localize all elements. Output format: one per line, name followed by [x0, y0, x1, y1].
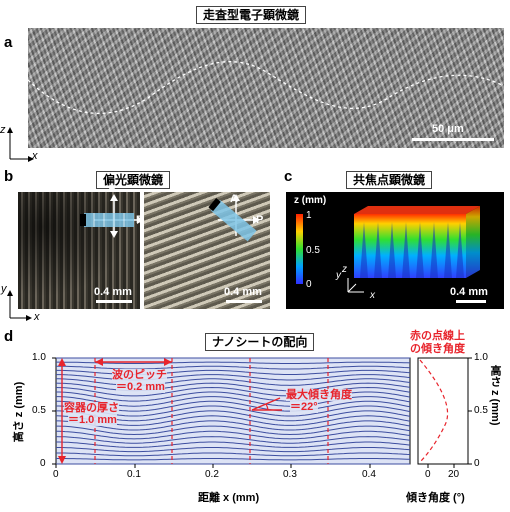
panel-b-title: 偏光顕微鏡 — [96, 171, 171, 189]
pom-left-scale-bar — [96, 300, 132, 303]
confocal-axis-y: y — [336, 270, 341, 281]
sem-image: 50 μm — [28, 28, 504, 148]
polarizer-icons — [80, 194, 260, 242]
nanosheet-line — [55, 436, 411, 444]
axis-a-z: z — [0, 124, 6, 136]
pom-left-label-a: A — [108, 182, 116, 194]
pom-image-left: 0.4 mm — [18, 192, 140, 309]
y-tick-0: 0 — [40, 458, 46, 469]
nanosheet-line — [56, 441, 411, 448]
nanosheet-line — [56, 378, 411, 386]
panel-c-title: 共焦点顕微鏡 — [346, 171, 433, 189]
axis-indicator-b — [7, 290, 32, 321]
confocal-colorbar-tick-0: 0 — [306, 279, 312, 290]
sem-scale-label: 50 μm — [432, 123, 464, 135]
confocal-image — [286, 192, 504, 309]
pom-right-scale-label: 0.4 mm — [224, 286, 262, 298]
confocal-axis-z: z — [342, 264, 347, 275]
x-tick-03: 0.3 — [283, 469, 297, 480]
panel-d-letter: d — [4, 328, 14, 345]
nanosheet-line — [56, 430, 411, 440]
nanosheet-line — [56, 365, 411, 370]
y-tick-1: 1.0 — [32, 352, 46, 363]
pom-right-scale-bar — [226, 300, 262, 303]
pom-right-label-a: A — [230, 193, 238, 205]
angle-annotation-2: ＝22° — [290, 401, 318, 413]
sem-scale-bar — [412, 138, 494, 141]
x-axis-label: 距離 x (mm) — [198, 492, 260, 504]
pitch-annotation-1: 波のピッチ — [112, 369, 167, 381]
side-y-tick-0: 0 — [474, 458, 480, 469]
confocal-scale-label: 0.4 mm — [450, 286, 488, 298]
y-axis-label: 高さ z (mm) — [13, 381, 25, 443]
x-tick-04: 0.4 — [362, 469, 376, 480]
y-tick-05: 0.5 — [32, 405, 46, 416]
side-y-tick-1: 1.0 — [474, 352, 488, 363]
axis-b-x: x — [34, 311, 40, 323]
nanosheet-line — [56, 420, 411, 431]
side-y-tick-05: 0.5 — [474, 405, 488, 416]
side-y-axis-label: 高さ z (mm) — [489, 365, 501, 426]
confocal-colorbar-tick-1: 1 — [306, 210, 312, 221]
confocal-colorbar-tick-05: 0.5 — [306, 245, 320, 256]
thickness-annotation-2: ＝1.0 mm — [68, 414, 117, 426]
confocal-axis-x: x — [370, 290, 375, 301]
confocal-colorbar — [296, 214, 303, 284]
panel-d-title: ナノシートの配向 — [205, 333, 315, 351]
pom-left-label-p: P — [136, 214, 144, 226]
panel-b-letter: b — [4, 168, 14, 185]
nanosheet-line — [55, 382, 411, 392]
panel-a-letter: a — [4, 34, 13, 51]
pom-image-right: 0.4 mm — [144, 192, 270, 309]
red-dotted-label-2: の傾き角度 — [410, 343, 465, 355]
axis-b-y: y — [1, 283, 7, 295]
nanosheet-line — [56, 361, 411, 364]
panel-a-title: 走査型電子顕微鏡 — [196, 6, 307, 24]
axis-a-x: x — [32, 150, 38, 162]
side-x-tick-0: 0 — [425, 469, 431, 480]
pom-right-label-p: P — [256, 214, 264, 226]
angle-annotation-1: 最大傾き角度 — [286, 389, 352, 401]
nanosheet-line — [55, 386, 411, 397]
nanosheet-plot — [52, 357, 472, 468]
sem-wave-dashed-line — [28, 61, 504, 115]
red-dotted-label-1: 赤の点線上 — [410, 330, 465, 342]
nanosheet-line — [56, 447, 411, 453]
confocal-colorbar-title: z (mm) — [294, 195, 327, 206]
panel-c-letter: c — [284, 168, 293, 185]
pom-left-scale-label: 0.4 mm — [94, 286, 132, 298]
thickness-annotation-1: 容器の厚さ — [64, 402, 119, 414]
axis-indicator-a — [7, 127, 34, 162]
nanosheet-line — [56, 425, 411, 436]
x-tick-0: 0 — [53, 469, 59, 480]
side-x-axis-label: 傾き角度 (°) — [406, 492, 465, 504]
pitch-annotation-2: ＝0.2 mm — [116, 381, 165, 393]
side-x-tick-20: 20 — [448, 469, 460, 480]
nanosheet-line — [56, 452, 411, 457]
nanosheet-line — [56, 458, 411, 461]
x-tick-02: 0.2 — [205, 469, 219, 480]
x-tick-01: 0.1 — [127, 469, 141, 480]
